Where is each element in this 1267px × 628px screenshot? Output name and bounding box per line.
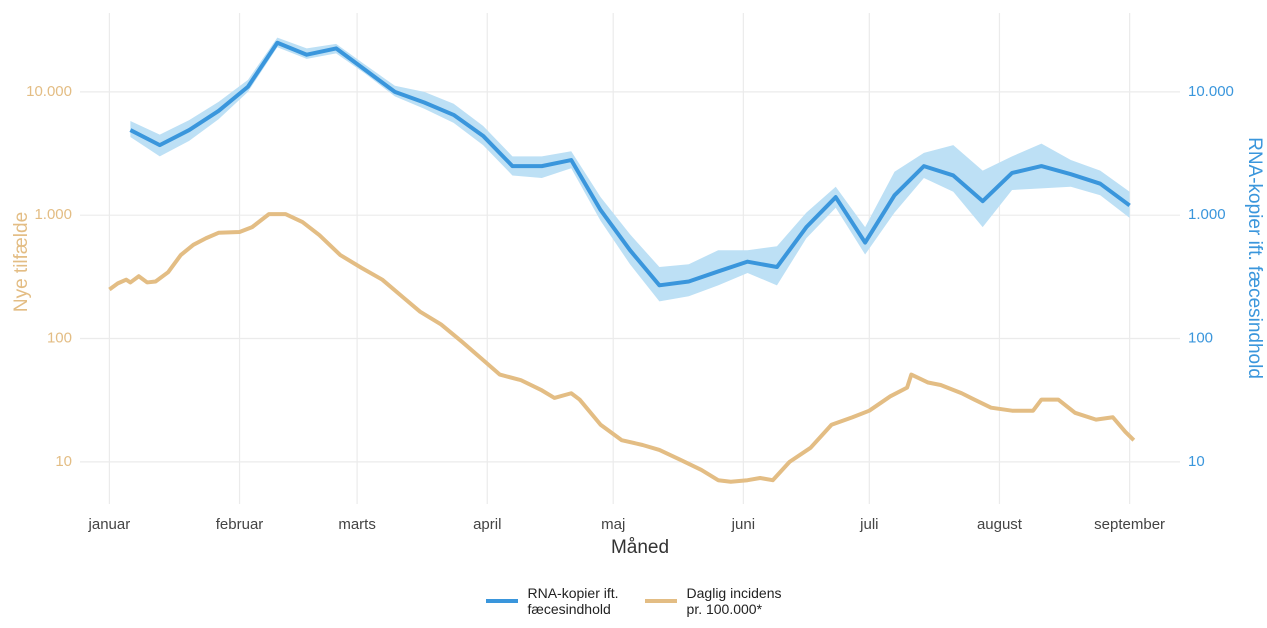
legend-label: RNA-kopier ift. fæcesindhold — [527, 585, 619, 617]
x-tick-label: april — [473, 516, 501, 533]
y2-tick-label: 10 — [1188, 453, 1205, 470]
y-tick-label: 10 — [55, 453, 72, 470]
legend-key — [644, 599, 677, 603]
legend: RNA-kopier ift. fæcesindhold Daglig incid… — [0, 585, 1267, 617]
line — [108, 212, 1136, 484]
y2-tick-label: 1.000 — [1188, 206, 1226, 223]
y2-axis-title: RNA-kopier ift. fæcesindhold — [1244, 137, 1265, 379]
y-tick-label: 10.000 — [26, 83, 72, 100]
x-tick-label: marts — [338, 516, 376, 533]
x-tick-label: januar — [88, 516, 131, 533]
line — [129, 40, 1131, 288]
y-tick-label: 100 — [47, 329, 72, 346]
x-tick-label: juli — [859, 516, 878, 533]
x-tick-label: september — [1094, 516, 1165, 533]
legend-label: Daglig incidens pr. 100.000* — [686, 585, 782, 617]
plot: Måned Nye tilfælde RNA-kopier ift. fæces… — [11, 13, 1265, 558]
y2-tick-label: 100 — [1188, 329, 1213, 346]
marks: januar februar marts april maj juni juli august… — [26, 37, 1234, 533]
x-tick-label: juni — [731, 516, 755, 533]
legend-key — [485, 599, 518, 603]
x-tick-label: maj — [601, 516, 625, 533]
y-tick-label: 1.000 — [34, 206, 72, 223]
confidence-band — [130, 37, 1130, 302]
x-tick-label: august — [977, 516, 1023, 533]
y-axis-title: Nye tilfælde — [11, 212, 32, 312]
x-axis-title: Måned — [611, 537, 669, 558]
legend-item: Daglig incidens pr. 100.000* — [644, 585, 782, 617]
x-tick-label: februar — [216, 516, 264, 533]
legend-item: RNA-kopier ift. fæcesindhold — [485, 585, 619, 617]
y2-tick-label: 10.000 — [1188, 83, 1234, 100]
